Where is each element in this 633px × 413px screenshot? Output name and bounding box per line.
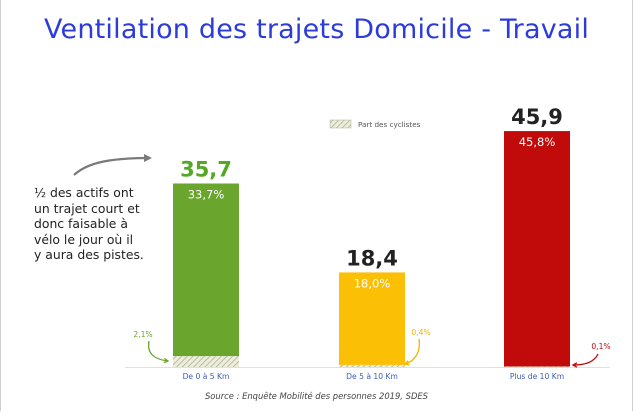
annotation-text: ½ des actifs ont un trajet court et donc… [34,185,144,263]
cyclist-share-label: 0,1% [591,342,610,351]
cyclist-share-label: 0,4% [411,328,430,337]
bar-segment-cyclists [173,356,239,367]
bar-segment-cyclists [339,364,405,367]
cyclist-share-arrowhead [571,362,578,368]
annotation-arrow [73,154,152,176]
category-label: Plus de 10 Km [510,372,564,381]
cyclist-share-arrowhead [403,360,410,366]
bar-percent-label: 18,0% [354,276,391,290]
bar-total-label: 45,9 [511,105,563,129]
bar-total-label: 35,7 [180,158,232,182]
bar-percent-label: 33,7% [188,188,225,202]
bar-segment-main [504,131,570,367]
bars [125,131,610,368]
labels: 35,7 33,7% De 0 à 5 Km 18,4 18,0% De 5 à 10 K… [133,105,610,381]
legend: Part des cyclistes [329,119,421,129]
source-note: Source : Enquête Mobilité des personnes … [204,391,428,401]
legend-swatch [329,119,352,129]
chart-title: Ventilation des trajets Domicile - Trava… [43,14,590,45]
bar-segment-main [339,272,405,365]
cyclist-share-arrowhead [163,357,170,364]
cyclist-share-label: 2,1% [133,330,152,339]
bar-segment-main [173,183,239,357]
category-label: De 5 à 10 Km [346,372,398,381]
bar-total-label: 18,4 [346,246,398,270]
legend-label: Part des cyclistes [358,120,421,129]
bar-segment-cyclists [504,366,570,367]
cyclist-share-arrow [147,340,169,362]
cyclist-share-arrow [404,338,421,365]
bar-percent-label: 45,8% [519,135,556,149]
category-label: De 0 à 5 Km [183,372,230,381]
cyclist-share-arrow [572,353,599,366]
